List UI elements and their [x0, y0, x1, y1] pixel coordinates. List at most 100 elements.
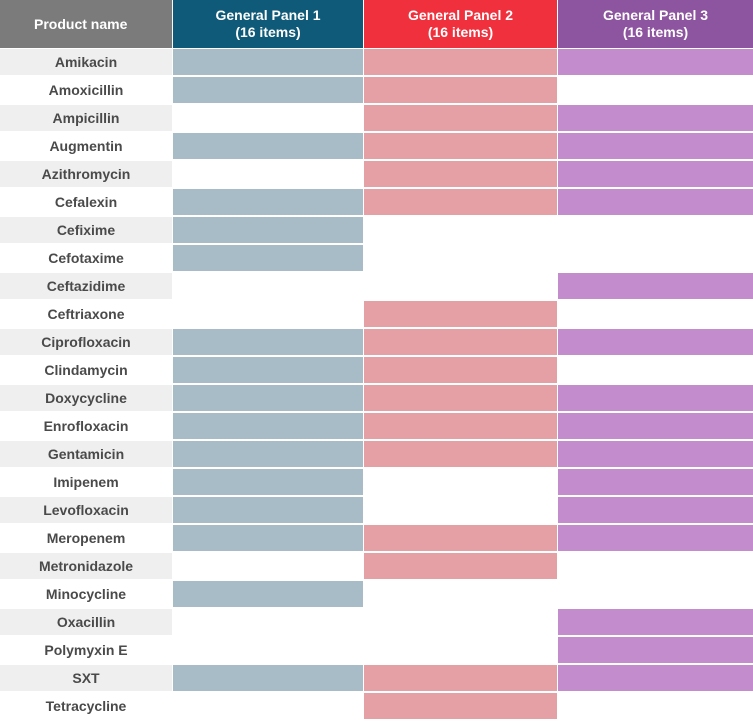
panel-1-membership-cell [173, 49, 363, 77]
panel-3-membership-cell [558, 357, 753, 385]
product-name-cell: Minocycline [0, 581, 172, 609]
panel-3-membership-cell [558, 693, 753, 721]
panel-3-membership-cell [558, 385, 753, 413]
product-name-cell: Azithromycin [0, 161, 172, 189]
header-product-name: Product name [0, 0, 172, 49]
panel-1-membership-cell [173, 637, 363, 665]
product-name-cell: Oxacillin [0, 609, 172, 637]
panel-2-membership-cell [364, 525, 557, 553]
panel-3-membership-cell [558, 301, 753, 329]
product-name-cell: SXT [0, 665, 172, 693]
panel-3-membership-cell [558, 413, 753, 441]
panel-1-membership-cell [173, 581, 363, 609]
product-name-cell: Ceftazidime [0, 273, 172, 301]
panel-3-membership-cell [558, 49, 753, 77]
product-name-cell: Polymyxin E [0, 637, 172, 665]
panel-2-membership-cell [364, 665, 557, 693]
panel-1-membership-cell [173, 469, 363, 497]
panel-1-membership-cell [173, 77, 363, 105]
panel-2-membership-cell [364, 301, 557, 329]
panel-3-membership-cell [558, 189, 753, 217]
panel-2-membership-cell [364, 637, 557, 665]
panel-3-membership-cell [558, 161, 753, 189]
panel-1-membership-cell [173, 357, 363, 385]
panel-1-membership-cell [173, 329, 363, 357]
panel-2-membership-cell [364, 385, 557, 413]
panel-3-membership-cell [558, 637, 753, 665]
panel-1-membership-cell [173, 609, 363, 637]
panel-2-membership-cell [364, 581, 557, 609]
panel-1-membership-cell [173, 693, 363, 721]
panel-3-membership-cell [558, 497, 753, 525]
panel-3-membership-cell [558, 329, 753, 357]
panel-3-membership-cell [558, 77, 753, 105]
panel-1-membership-cell [173, 385, 363, 413]
panel-2-membership-cell [364, 469, 557, 497]
panel-3-membership-cell [558, 217, 753, 245]
panel-3-membership-cell [558, 469, 753, 497]
panel-3-membership-cell [558, 581, 753, 609]
panel-2-membership-cell [364, 329, 557, 357]
panel-2-membership-cell [364, 413, 557, 441]
panel-1-membership-cell [173, 273, 363, 301]
product-name-cell: Cefalexin [0, 189, 172, 217]
panel-1-membership-cell [173, 217, 363, 245]
panel-1-membership-cell [173, 497, 363, 525]
panel-2-membership-cell [364, 273, 557, 301]
product-name-cell: Cefixime [0, 217, 172, 245]
panel-2-membership-cell [364, 189, 557, 217]
panel-3-membership-cell [558, 665, 753, 693]
panel-1-membership-cell [173, 525, 363, 553]
header-general-panel-2: General Panel 2 (16 items) [364, 0, 557, 49]
panel-2-membership-cell [364, 77, 557, 105]
panel-2-membership-cell [364, 553, 557, 581]
product-name-cell: Enrofloxacin [0, 413, 172, 441]
product-name-cell: Ciprofloxacin [0, 329, 172, 357]
panel-3-membership-cell [558, 525, 753, 553]
panel-1-membership-cell [173, 245, 363, 273]
product-name-cell: Gentamicin [0, 441, 172, 469]
panel-1-membership-cell [173, 553, 363, 581]
panel-3-membership-cell [558, 273, 753, 301]
product-name-cell: Metronidazole [0, 553, 172, 581]
product-name-cell: Clindamycin [0, 357, 172, 385]
panel-1-membership-cell [173, 161, 363, 189]
product-name-cell: Ampicillin [0, 105, 172, 133]
panel-1-membership-cell [173, 441, 363, 469]
panel-3-membership-cell [558, 133, 753, 161]
panel-1-membership-cell [173, 105, 363, 133]
header-general-panel-1: General Panel 1 (16 items) [173, 0, 363, 49]
panel-2-membership-cell [364, 609, 557, 637]
product-name-cell: Amoxicillin [0, 77, 172, 105]
panel-2-membership-cell [364, 497, 557, 525]
panel-3-membership-cell [558, 553, 753, 581]
panel-3-membership-cell [558, 441, 753, 469]
panel-2-membership-cell [364, 49, 557, 77]
panel-2-membership-cell [364, 105, 557, 133]
panel-3-membership-cell [558, 609, 753, 637]
panel-2-membership-cell [364, 217, 557, 245]
panel-2-membership-cell [364, 693, 557, 721]
product-name-cell: Doxycycline [0, 385, 172, 413]
panel-2-membership-cell [364, 357, 557, 385]
panel-1-membership-cell [173, 665, 363, 693]
product-name-cell: Tetracycline [0, 693, 172, 721]
header-general-panel-3: General Panel 3 (16 items) [558, 0, 753, 49]
panel-3-membership-cell [558, 105, 753, 133]
product-name-cell: Augmentin [0, 133, 172, 161]
panel-1-membership-cell [173, 133, 363, 161]
product-name-cell: Levofloxacin [0, 497, 172, 525]
panel-1-membership-cell [173, 413, 363, 441]
product-name-cell: Meropenem [0, 525, 172, 553]
panel-2-membership-cell [364, 441, 557, 469]
panel-2-membership-cell [364, 161, 557, 189]
product-name-cell: Cefotaxime [0, 245, 172, 273]
panel-2-membership-cell [364, 133, 557, 161]
panel-1-membership-cell [173, 189, 363, 217]
panel-2-membership-cell [364, 245, 557, 273]
panel-3-membership-cell [558, 245, 753, 273]
panel-1-membership-cell [173, 301, 363, 329]
product-name-cell: Amikacin [0, 49, 172, 77]
product-name-cell: Ceftriaxone [0, 301, 172, 329]
